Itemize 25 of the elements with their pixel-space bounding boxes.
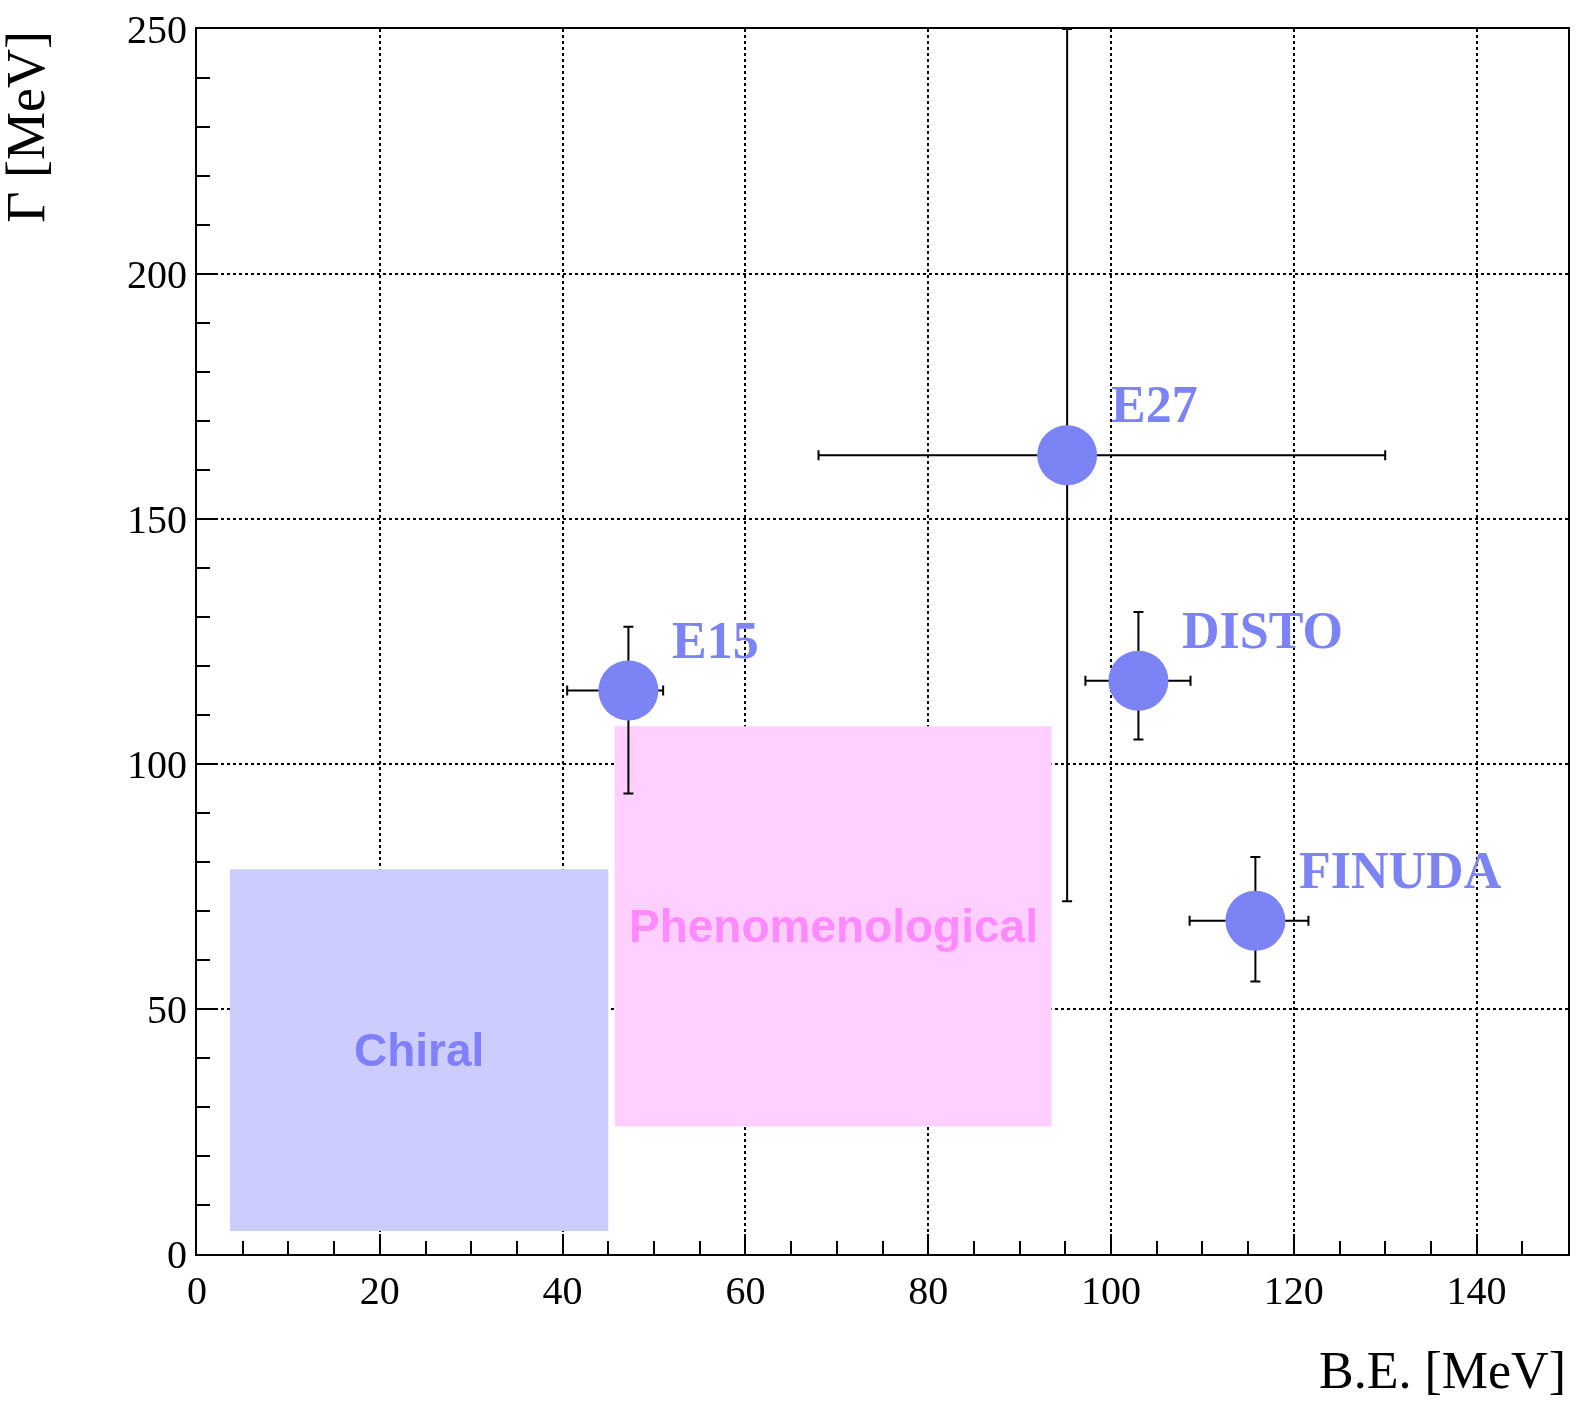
series-label: Phenomenological xyxy=(629,900,1038,952)
y-tick-label: 0 xyxy=(167,1232,187,1277)
y-axis-title: Γ [MeV] xyxy=(0,30,56,223)
series-label: E27 xyxy=(1111,376,1198,433)
y-tick-label: 200 xyxy=(127,252,187,297)
x-tick-label: 100 xyxy=(1081,1268,1141,1313)
series-label: DISTO xyxy=(1182,602,1343,659)
y-tick-label: 250 xyxy=(127,7,187,52)
x-axis-title: B.E. [MeV] xyxy=(1319,1342,1566,1399)
point xyxy=(1108,650,1169,711)
series-label: FINUDA xyxy=(1299,842,1502,899)
x-tick-label: 120 xyxy=(1263,1268,1324,1313)
x-tick-label: 80 xyxy=(908,1268,949,1313)
point xyxy=(1037,425,1098,486)
x-tick-label: 40 xyxy=(542,1268,583,1313)
point xyxy=(1225,890,1286,951)
y-tick-label: 50 xyxy=(147,987,187,1032)
y-tick-label: 100 xyxy=(127,742,187,787)
y-tick-label: 150 xyxy=(127,497,187,542)
series-label: E15 xyxy=(672,612,759,669)
x-tick-label: 20 xyxy=(359,1268,400,1313)
point xyxy=(598,660,659,721)
x-tick-label: 140 xyxy=(1446,1268,1507,1313)
x-tick-label: 60 xyxy=(725,1268,766,1313)
series-label: Chiral xyxy=(354,1024,485,1076)
